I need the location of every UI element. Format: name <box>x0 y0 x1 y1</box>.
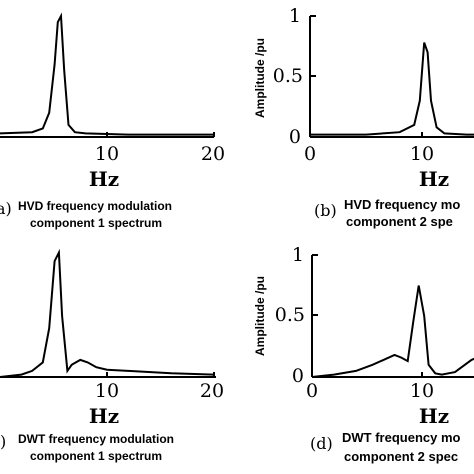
panel-d-y-tick-label-0: 0 <box>292 365 304 387</box>
panel-d-caption-line-2: component 2 spec <box>344 449 458 464</box>
panel-a-x-label: Hz <box>89 167 119 191</box>
panel-d-y-tick-label-1: 1 <box>292 244 304 266</box>
panel-a-series-line <box>0 12 214 136</box>
panel-c-x-tick-label-20: 20 <box>200 380 224 402</box>
panel-b-y-tick-label-0: 0 <box>289 126 301 148</box>
panel-b-caption-line-1: HVD frequency mo <box>344 197 460 212</box>
panel-a-x-tick-label-20: 20 <box>201 143 225 165</box>
panel-b-letter: (b) <box>314 201 337 220</box>
panel-b-caption-line-2: component 2 spe <box>346 214 453 229</box>
panel-a-letter: a) <box>0 199 12 218</box>
panel-a-caption-line-1: HVD frequency modulation <box>18 199 172 213</box>
panel-d-x-label: Hz <box>419 404 449 428</box>
panel-a: 10 20 Hz a) HVD frequency modulation com… <box>0 12 225 230</box>
panel-d-x-tick-label-10: 10 <box>410 380 434 402</box>
panel-c-x-tick-label-10: 10 <box>95 380 119 402</box>
panel-b-series-line <box>310 42 474 136</box>
panel-b-x-label: Hz <box>419 167 449 191</box>
panel-a-caption-line-2: component 1 spectrum <box>30 216 162 230</box>
panel-d-letter: (d) <box>310 434 333 453</box>
panel-c-series-line <box>0 248 215 378</box>
panel-d-y-label: Amplitude /pu <box>253 276 267 356</box>
panel-b-x-tick-label-0: 0 <box>304 143 316 165</box>
panel-c-letter: ) <box>0 432 6 451</box>
panel-b-y-label: Amplitude /pu <box>253 38 267 118</box>
panel-a-x-tick-label-10: 10 <box>95 143 119 165</box>
panel-d-series-line <box>311 285 474 378</box>
panel-d-caption-line-1: DWT frequency mo <box>342 430 461 445</box>
panel-c-x-label: Hz <box>89 404 119 428</box>
panel-d-x-tick-label-0: 0 <box>306 380 318 402</box>
panel-c-caption-line-1: DWT frequency modulation <box>18 432 174 446</box>
panel-b-y-tick-label-1: 1 <box>289 5 301 27</box>
panel-c: 10 20 Hz ) DWT frequency modulation comp… <box>0 248 224 463</box>
panel-d: 1 0.5 0 0 10 Amplitude /pu Hz (d) DWT fr… <box>253 244 474 464</box>
panel-b-x-tick-label-10: 10 <box>410 143 434 165</box>
panel-d-y-tick-label-0.5: 0.5 <box>275 304 305 326</box>
panel-c-caption-line-2: component 1 spectrum <box>30 449 162 463</box>
panel-b-y-tick-label-0.5: 0.5 <box>273 65 303 87</box>
panel-b: 1 0.5 0 0 10 Amplitude /pu Hz (b) HVD fr… <box>253 5 474 229</box>
